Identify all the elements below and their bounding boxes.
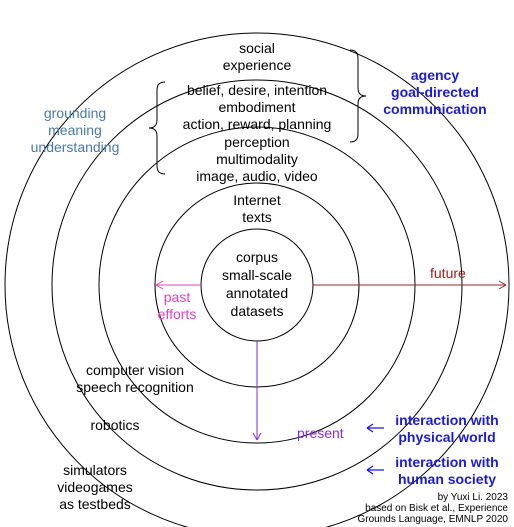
past-l2: efforts bbox=[158, 306, 197, 322]
present-label: present bbox=[297, 425, 344, 441]
ring4-belief: belief, desire, intention bbox=[187, 82, 327, 98]
sims-l1: simulators bbox=[63, 462, 127, 478]
left-grounding: grounding bbox=[44, 105, 106, 121]
ring3-image-audio-video: image, audio, video bbox=[196, 168, 318, 184]
sims-l3: as testbeds bbox=[59, 496, 131, 512]
right-goal-directed: goal-directed bbox=[391, 84, 479, 100]
core-small-scale: small-scale bbox=[222, 267, 292, 283]
robotics-label: robotics bbox=[90, 417, 139, 433]
right-brace-icon bbox=[350, 50, 366, 142]
right-agency: agency bbox=[411, 67, 459, 83]
inter-phys-l1: interaction with bbox=[395, 412, 498, 428]
core-datasets: datasets bbox=[231, 303, 284, 319]
ring3-perception: perception bbox=[224, 134, 289, 150]
ring2-texts: texts bbox=[242, 209, 272, 225]
inter-phys-l2: physical world bbox=[398, 429, 495, 445]
ring2-internet: Internet bbox=[233, 192, 281, 208]
past-l1: past bbox=[164, 289, 191, 305]
ring3-multimodality: multimodality bbox=[216, 151, 298, 167]
credit-l1: by Yuxi Li. 2023 bbox=[438, 492, 509, 503]
cv-l2: speech recognition bbox=[76, 379, 194, 395]
inter-soc-l1: interaction with bbox=[395, 454, 498, 470]
sims-l2: videogames bbox=[57, 479, 133, 495]
future-label: future bbox=[430, 265, 466, 281]
cv-l1: computer vision bbox=[86, 362, 184, 378]
ring4-embodiment: embodiment bbox=[218, 99, 295, 115]
left-meaning: meaning bbox=[48, 122, 102, 138]
ring5-social: social bbox=[239, 40, 275, 56]
left-brace-icon bbox=[149, 82, 165, 174]
right-communication: communication bbox=[383, 101, 486, 117]
credit-l2: based on Bisk et al., Experience bbox=[365, 503, 508, 514]
ring4-action: action, reward, planning bbox=[183, 116, 332, 132]
left-understanding: understanding bbox=[31, 139, 120, 155]
ring5-experience: experience bbox=[223, 57, 292, 73]
core-annotated: annotated bbox=[226, 285, 288, 301]
credit-l3: Grounds Language, EMNLP 2020 bbox=[358, 514, 509, 525]
diagram-canvas: corpus small-scale annotated datasets In… bbox=[0, 0, 514, 527]
core-corpus: corpus bbox=[236, 249, 278, 265]
inter-soc-l2: human society bbox=[398, 471, 496, 487]
